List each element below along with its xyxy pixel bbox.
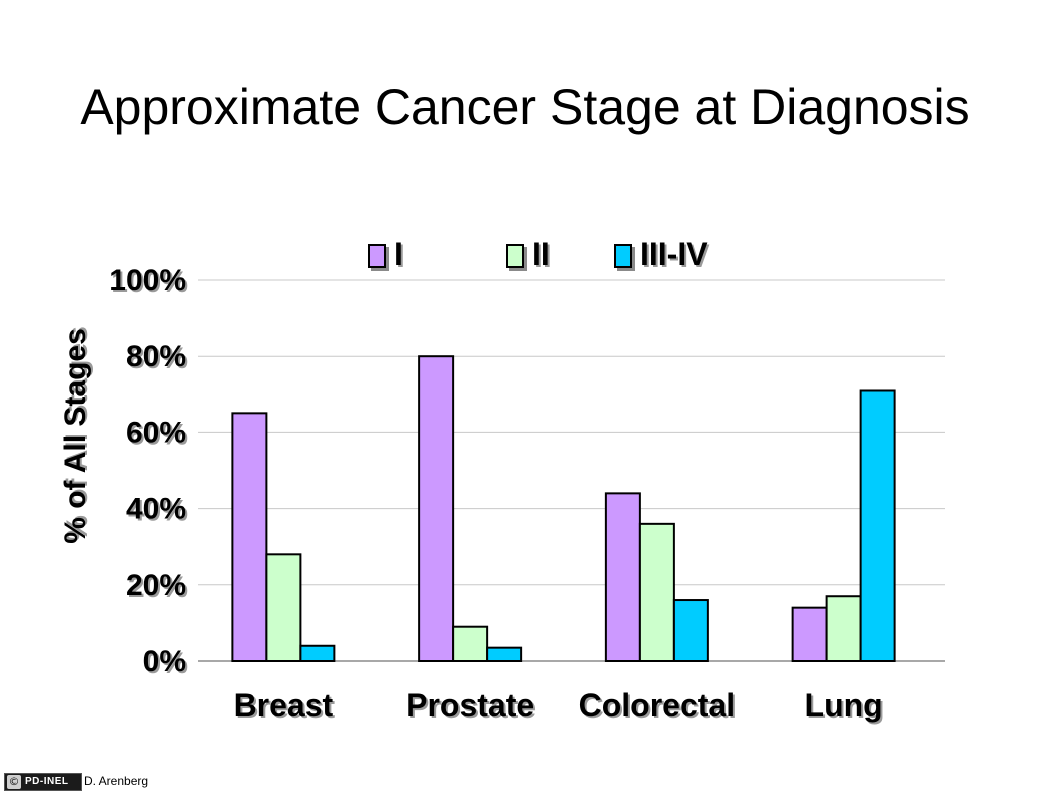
x-tick-label: Lung bbox=[805, 687, 883, 723]
x-tick-label-shadow: Breast bbox=[236, 689, 336, 725]
bar bbox=[859, 389, 896, 662]
legend-swatch-stage-i bbox=[368, 244, 386, 268]
bar bbox=[418, 355, 455, 662]
legend-swatch-stage-ii bbox=[506, 244, 524, 268]
x-tick-label: Colorectal bbox=[579, 687, 735, 723]
bar bbox=[791, 606, 828, 662]
license-badge-text: PD-INEL bbox=[25, 776, 69, 787]
y-tick-label: 0% bbox=[143, 645, 186, 678]
x-tick-label: Breast bbox=[234, 687, 334, 723]
legend-label-stage-i: I bbox=[394, 236, 403, 272]
author-credit: D. Arenberg bbox=[84, 774, 149, 788]
chart-title: Approximate Cancer Stage at Diagnosis bbox=[80, 79, 970, 135]
x-tick-label-shadow: Prostate bbox=[408, 689, 536, 725]
y-tick-label: 100% bbox=[109, 264, 186, 297]
x-tick-label: Prostate bbox=[406, 687, 534, 723]
bar bbox=[638, 522, 675, 663]
y-tick-label-shadow: 40% bbox=[128, 495, 188, 528]
bar bbox=[265, 553, 302, 663]
bar bbox=[672, 599, 709, 662]
copyright-icon: © bbox=[7, 775, 21, 789]
legend-label-stage-iii-iv: III-IV bbox=[640, 236, 708, 272]
bar bbox=[604, 492, 641, 662]
y-tick-label: 40% bbox=[126, 493, 186, 526]
y-tick-label-shadow: 60% bbox=[128, 418, 188, 451]
legend-swatch-stage-iii-iv bbox=[614, 244, 632, 268]
bar bbox=[825, 595, 862, 662]
x-tick-label-shadow: Colorectal bbox=[581, 689, 737, 725]
y-tick-label-shadow: 80% bbox=[128, 342, 188, 375]
bar bbox=[231, 412, 268, 662]
y-tick-label-shadow: 20% bbox=[128, 571, 188, 604]
y-tick-label-shadow: 100% bbox=[111, 266, 188, 299]
x-tick-label-shadow: Lung bbox=[807, 689, 885, 725]
y-tick-label: 20% bbox=[126, 569, 186, 602]
bar bbox=[486, 646, 523, 662]
license-badge: © PD-INEL bbox=[4, 773, 82, 791]
y-tick-label: 80% bbox=[126, 340, 186, 373]
legend-label-stage-ii: II bbox=[532, 236, 550, 272]
bar bbox=[299, 644, 336, 663]
y-tick-label: 60% bbox=[126, 416, 186, 449]
bar bbox=[452, 625, 489, 663]
y-tick-label-shadow: 0% bbox=[145, 647, 188, 680]
